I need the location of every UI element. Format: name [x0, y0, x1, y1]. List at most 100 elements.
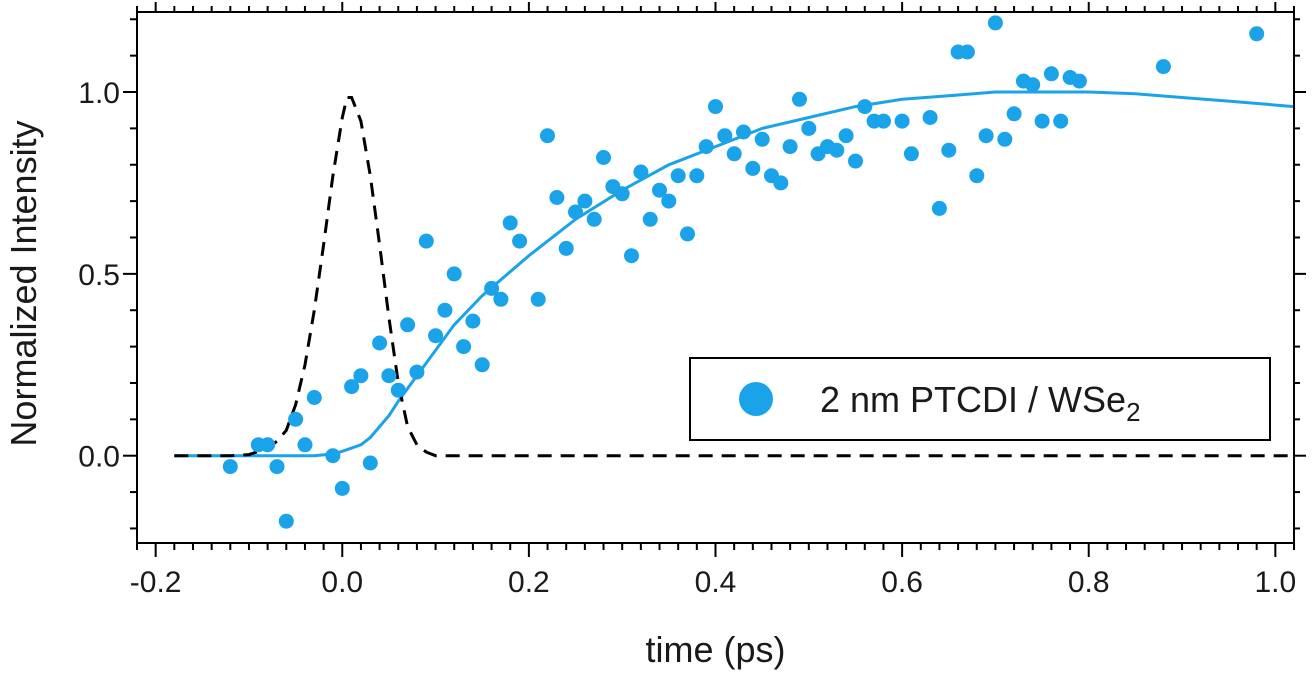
data-point [484, 280, 500, 296]
data-point [409, 364, 425, 380]
labels-layer: -0.2 0.0 0.2 0.4 0.6 0.8 1.0 0.0 0.5 1.0 [78, 77, 1296, 599]
data-point [717, 128, 733, 144]
data-point [922, 110, 938, 125]
data-point [1034, 113, 1050, 129]
data-point [306, 390, 322, 405]
data-point [959, 44, 975, 60]
data-point [325, 448, 341, 464]
plot-frame [136, 11, 1295, 544]
data-point [381, 368, 397, 384]
data-point [502, 215, 518, 231]
data-point [969, 168, 985, 184]
x-tick-label: 1.0 [1254, 566, 1296, 599]
data-point [670, 168, 686, 184]
data-point [428, 328, 444, 344]
data-point [222, 459, 238, 475]
y-tick-label: 1.0 [78, 77, 120, 110]
legend-label: 2 nm PTCDI / WSe2 [820, 379, 1141, 427]
data-point [372, 335, 388, 351]
data-point [269, 459, 285, 475]
data-point [568, 204, 583, 220]
x-tick-label: -0.2 [130, 566, 182, 599]
data-point [652, 182, 667, 198]
data-point [1006, 106, 1022, 122]
data-point [642, 211, 658, 227]
data-point [530, 291, 546, 307]
data-point [465, 313, 481, 329]
data-point [1053, 113, 1069, 129]
data-point [493, 291, 509, 307]
x-axis-title: time (ps) [645, 629, 785, 670]
data-point [689, 168, 705, 184]
data-point [1249, 26, 1265, 42]
data-point [987, 15, 1003, 31]
data-point [474, 357, 490, 373]
data-point [418, 233, 434, 249]
points-layer [222, 15, 1265, 529]
data-point [633, 164, 649, 180]
data-point [876, 113, 891, 129]
y-axis-title: Normalized Intensity [3, 120, 44, 446]
y-tick-label: 0.5 [78, 259, 120, 292]
data-point [857, 99, 873, 115]
data-point [782, 139, 798, 155]
data-point [446, 266, 462, 282]
data-point [586, 211, 602, 227]
data-point [577, 193, 593, 209]
data-point [931, 200, 947, 216]
data-point [792, 91, 807, 107]
data-point [624, 248, 639, 264]
data-point [334, 480, 350, 496]
data-point [1043, 66, 1059, 82]
data-point [390, 382, 406, 398]
data-point [353, 368, 369, 384]
legend-label-main: 2 nm PTCDI / WSe [820, 379, 1126, 420]
data-point [698, 139, 714, 155]
data-point [838, 128, 854, 144]
legend-box [689, 357, 1271, 441]
data-point [512, 233, 528, 249]
legend-label-subscript: 2 [1126, 397, 1140, 427]
ticks-layer [123, 2, 1306, 557]
data-point [661, 193, 677, 209]
data-point [400, 317, 416, 333]
data-point [903, 146, 919, 162]
data-point [801, 120, 817, 136]
data-point [540, 128, 555, 144]
x-tick-label: 0.2 [508, 566, 550, 599]
data-point [1025, 77, 1041, 93]
data-point [288, 411, 304, 427]
x-tick-label: 0.8 [1068, 566, 1110, 599]
data-point [941, 142, 957, 158]
data-point [680, 226, 695, 242]
data-point [848, 153, 863, 169]
data-point [362, 455, 378, 471]
data-point [773, 175, 789, 191]
data-point [297, 437, 313, 453]
data-point [754, 131, 770, 147]
data-point [726, 146, 742, 162]
data-point [456, 339, 472, 355]
data-point [736, 124, 751, 140]
legend-marker [739, 382, 773, 416]
legend: 2 nm PTCDI / WSe2 [689, 357, 1271, 441]
data-point [1071, 73, 1087, 89]
data-point [614, 186, 630, 202]
x-tick-label: 0.4 [695, 566, 737, 599]
data-point [596, 150, 611, 165]
data-point [549, 190, 565, 205]
x-tick-label: 0.0 [321, 566, 363, 599]
data-point [1155, 59, 1171, 75]
data-point [708, 99, 723, 115]
data-point [978, 128, 994, 144]
data-point [260, 437, 276, 453]
data-point [558, 240, 574, 256]
data-point [894, 113, 910, 129]
x-tick-label: 0.6 [881, 566, 923, 599]
data-point [278, 513, 294, 529]
data-point [437, 302, 453, 318]
data-point [829, 142, 845, 158]
data-point [344, 379, 360, 395]
data-point [745, 160, 761, 176]
